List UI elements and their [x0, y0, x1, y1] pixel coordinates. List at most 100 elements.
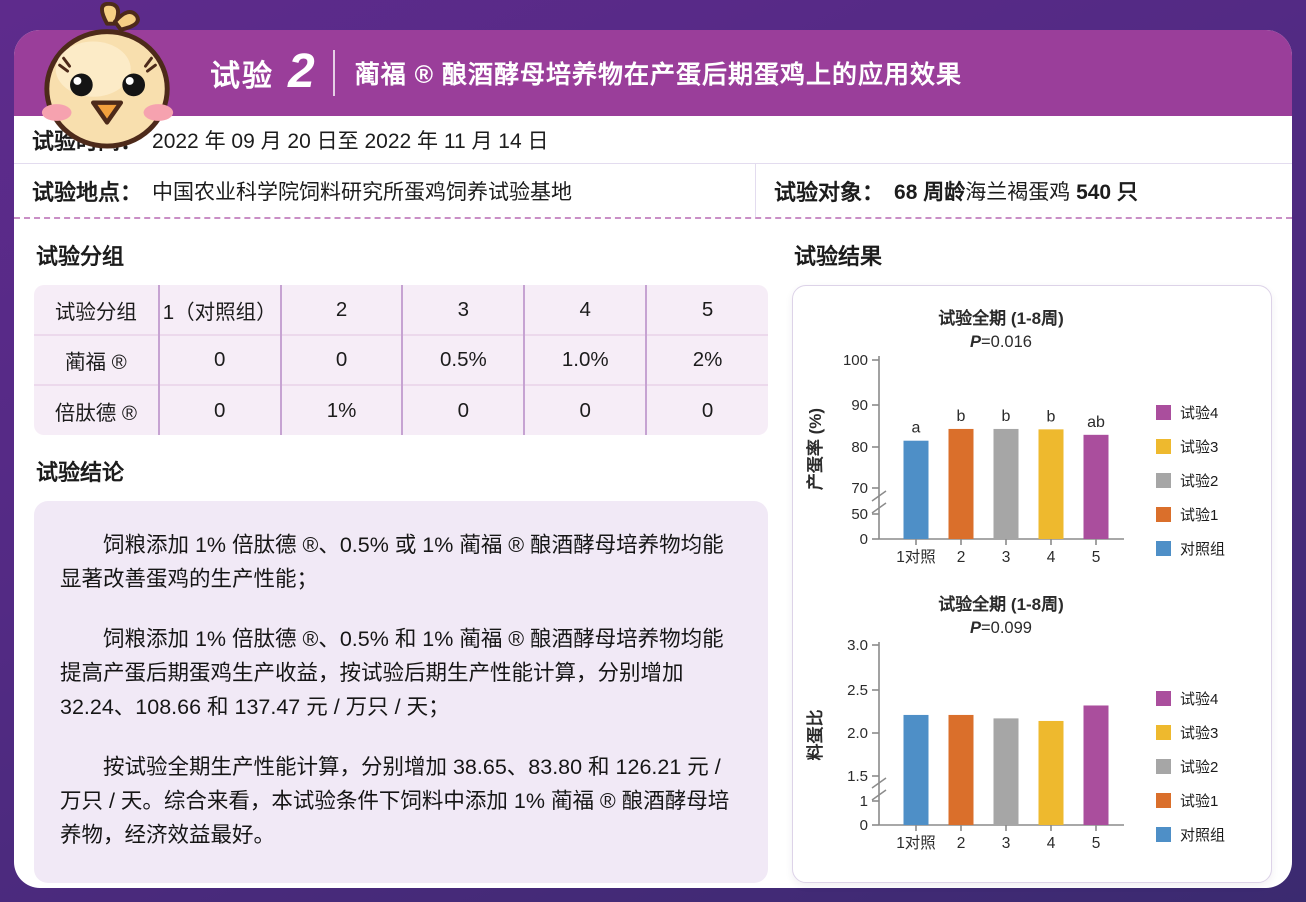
bar-2 [948, 428, 974, 539]
legend-swatch-icon [1156, 759, 1171, 774]
svg-text:试验全期 (1-8周): 试验全期 (1-8周) [938, 308, 1064, 328]
value-cell: 1（对照组） [157, 285, 281, 335]
header-bar: 试验 2 蔺福 ® 酿酒酵母培养物在产蛋后期蛋鸡上的应用效果 [14, 2, 1292, 149]
legend-swatch-icon [1156, 405, 1171, 420]
legend-swatch-icon [1156, 725, 1171, 740]
svg-text:5: 5 [1092, 835, 1101, 852]
trial-location: 试验地点： 中国农业科学院饲料研究所蛋鸡饲养试验基地 [14, 164, 756, 217]
bar-4 [1038, 429, 1064, 539]
value-cell: 0 [523, 384, 647, 435]
legend-label: 试验1 [1180, 507, 1219, 524]
conclusion-paragraph: 饲粮添加 1% 倍肽德 ®、0.5% 和 1% 蔺福 ® 酿酒酵母培养物均能提高… [60, 626, 724, 719]
legend-item: 试验3 [1156, 436, 1225, 457]
value-cell: 3 [401, 285, 525, 335]
svg-text:3.0: 3.0 [847, 637, 868, 654]
row-label-cell: 试验分组 [54, 300, 137, 324]
legend-item: 试验1 [1156, 504, 1225, 525]
trial-location-value: 中国农业科学院饲料研究所蛋鸡饲养试验基地 [152, 180, 573, 204]
value-cell: 0 [401, 384, 525, 435]
svg-text:90: 90 [851, 397, 868, 414]
legend-swatch-icon [1156, 541, 1171, 556]
chart-legend: 试验4 试验3 试验2 试验1 对照组 [1156, 402, 1225, 559]
bar-2 [948, 714, 974, 825]
feed-egg-ratio-chart: 试验全期 (1-8周) P=0.099 0 1 1.5 2.0 2.5 3.0 料蛋比 1对照 2 3… [799, 590, 1265, 852]
svg-text:1对照: 1对照 [896, 548, 936, 566]
legend-item: 对照组 [1156, 538, 1225, 559]
value-cell: 0 [157, 334, 281, 385]
value-cell: 2% [645, 334, 768, 385]
value-cell: 0 [157, 384, 281, 435]
table-row: 倍肽德 ® 0 1% 0 0 0 [34, 384, 768, 435]
svg-text:P=0.099: P=0.099 [970, 619, 1032, 637]
groups-table: 试验分组 1（对照组） 2 3 4 5 蔺福 ® 0 0 0.5% 1.0% 2% 倍肽德 ® 0 1% 0 0… [34, 285, 768, 435]
trial-location-label: 试验地点： [32, 179, 143, 205]
svg-text:0: 0 [860, 817, 868, 834]
legend-item: 试验1 [1156, 790, 1225, 811]
svg-text:a: a [912, 420, 921, 437]
svg-text:料蛋比: 料蛋比 [805, 710, 825, 761]
legend-swatch-icon [1156, 691, 1171, 706]
value-cell: 1.0% [523, 334, 647, 385]
groups-table-body: 试验分组 1（对照组） 2 3 4 5 蔺福 ® 0 0 0.5% 1.0% 2% 倍肽德 ® 0 1% 0 0… [34, 285, 768, 435]
header-divider [332, 50, 335, 96]
conclusion-box: 饲粮添加 1% 倍肽德 ®、0.5% 或 1% 蔺福 ® 酿酒酵母培养物均能显著… [34, 501, 768, 883]
legend-label: 试验4 [1180, 691, 1219, 708]
feed-egg-ratio-chart-svg: 试验全期 (1-8周) P=0.099 0 1 1.5 2.0 2.5 3.0 料蛋比 1对照 2 3… [805, 594, 1124, 852]
page-title: 蔺福 ® 酿酒酵母培养物在产蛋后期蛋鸡上的应用效果 [354, 61, 963, 89]
svg-text:100: 100 [843, 352, 868, 369]
bar-5 [1083, 705, 1109, 825]
value-cell: 0 [645, 384, 768, 435]
svg-text:1: 1 [860, 793, 868, 810]
conclusion-paragraph: 饲粮添加 1% 倍肽德 ®、0.5% 或 1% 蔺福 ® 酿酒酵母培养物均能显著… [60, 533, 724, 591]
right-column: 试验结果 试验全期 (1-8周) P=0.016 0 50 70 80 90 100 产蛋率 (… [792, 235, 1272, 883]
svg-text:4: 4 [1047, 549, 1056, 566]
results-heading: 试验结果 [794, 244, 883, 269]
bar-1对照 [903, 440, 929, 539]
trial-number: 2 [288, 44, 315, 98]
svg-text:ab: ab [1087, 414, 1105, 431]
legend-label: 对照组 [1180, 827, 1226, 844]
value-cell: 1% [279, 384, 403, 435]
conclusion-heading: 试验结论 [36, 460, 125, 485]
svg-text:70: 70 [851, 480, 868, 497]
value-cell: 5 [645, 285, 768, 335]
svg-text:80: 80 [851, 439, 868, 456]
content-panel: 试验 2 蔺福 ® 酿酒酵母培养物在产蛋后期蛋鸡上的应用效果 试验时间： 202… [14, 2, 1292, 888]
trial-time-value: 2022 年 09 月 20 日至 2022 年 11 月 14 日 [152, 129, 549, 153]
svg-text:50: 50 [851, 506, 868, 523]
legend-item: 试验2 [1156, 470, 1225, 491]
legend-item: 试验2 [1156, 756, 1225, 777]
legend-swatch-icon [1156, 793, 1171, 808]
svg-text:3: 3 [1002, 835, 1011, 852]
value-cell: 4 [523, 285, 647, 335]
svg-text:b: b [1002, 408, 1011, 425]
svg-text:2: 2 [957, 835, 966, 852]
bar-4 [1038, 720, 1064, 825]
legend-item: 试验4 [1156, 688, 1225, 709]
chart-legend: 试验4 试验3 试验2 试验1 对照组 [1156, 688, 1225, 845]
svg-text:产蛋率 (%): 产蛋率 (%) [805, 408, 825, 490]
results-card: 试验全期 (1-8周) P=0.016 0 50 70 80 90 100 产蛋率 (%) a 1对… [792, 285, 1272, 883]
trial-subject-label: 试验对象： [774, 179, 885, 205]
trial-subject: 试验对象： 68 周龄海兰褐蛋鸡 540 只 [756, 164, 1156, 217]
value-cell: 2 [279, 285, 403, 335]
legend-label: 对照组 [1180, 541, 1226, 558]
groups-heading: 试验分组 [36, 244, 125, 269]
chick-mascot-icon [41, 2, 174, 149]
main-area: 试验分组 试验分组 1（对照组） 2 3 4 5 蔺福 ® 0 0 0.5% 1.0% 2% 倍肽德 ®… [14, 219, 1292, 883]
egg-production-chart-svg: 试验全期 (1-8周) P=0.016 0 50 70 80 90 100 产蛋率 (%) a 1对… [805, 308, 1124, 566]
left-column: 试验分组 试验分组 1（对照组） 2 3 4 5 蔺福 ® 0 0 0.5% 1.0% 2% 倍肽德 ®… [34, 235, 768, 883]
trial-subject-value: 68 周龄海兰褐蛋鸡 540 只 [894, 180, 1138, 204]
trial-label: 试验 [210, 60, 274, 93]
svg-text:4: 4 [1047, 835, 1056, 852]
row-label-cell: 倍肽德 ® [34, 384, 159, 435]
legend-label: 试验4 [1180, 405, 1219, 422]
legend-label: 试验3 [1180, 439, 1219, 456]
svg-text:b: b [957, 408, 966, 425]
svg-text:P=0.016: P=0.016 [970, 333, 1032, 351]
svg-text:2.0: 2.0 [847, 725, 868, 742]
bar-1对照 [903, 714, 929, 825]
legend-item: 对照组 [1156, 824, 1225, 845]
legend-label: 试验2 [1180, 759, 1219, 776]
